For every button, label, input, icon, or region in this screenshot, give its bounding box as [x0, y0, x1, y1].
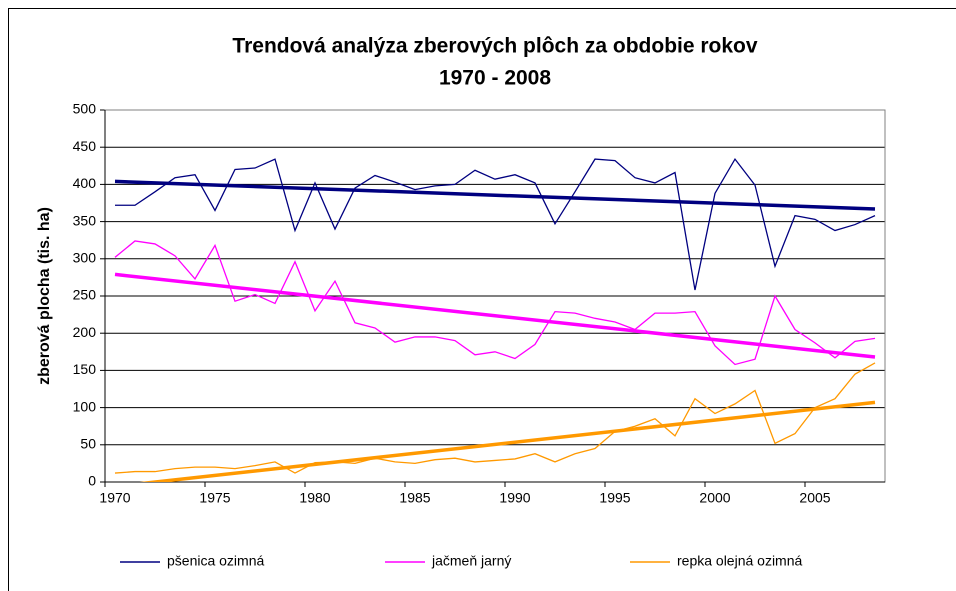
series-line [115, 157, 876, 291]
y-tick-label: 350 [73, 212, 97, 228]
x-tick-label: 2005 [799, 490, 830, 506]
chart-border [8, 8, 956, 591]
x-tick-label: 1980 [299, 490, 330, 506]
legend-label: jačmeň jarný [431, 553, 511, 569]
y-tick-label: 50 [80, 436, 96, 452]
y-tick-label: 500 [73, 101, 97, 117]
y-tick-label: 150 [73, 361, 97, 377]
trend-line [139, 400, 876, 482]
y-tick-label: 400 [73, 175, 97, 191]
y-tick-label: 200 [73, 324, 97, 340]
legend-label: repka olejná ozimná [677, 553, 803, 569]
trend-line [114, 179, 876, 211]
plot-area [114, 157, 876, 482]
y-tick-label: 0 [88, 473, 96, 489]
trend-line [114, 272, 876, 359]
x-tick-label: 1995 [599, 490, 630, 506]
chart-title: Trendová analýza zberových plôch za obdo… [232, 35, 757, 58]
y-tick-label: 250 [73, 287, 97, 303]
x-tick-label: 1975 [199, 490, 230, 506]
x-tick-label: 1985 [399, 490, 430, 506]
x-tick-label: 1990 [499, 490, 530, 506]
y-axis-label: zberová plocha (tis. ha) [36, 207, 53, 385]
y-tick-label: 300 [73, 250, 97, 266]
x-tick-label: 1970 [99, 490, 130, 506]
series-line [114, 362, 876, 474]
series-line [114, 240, 876, 366]
y-tick-label: 100 [73, 398, 97, 414]
chart-title: 1970 - 2008 [439, 67, 551, 90]
x-tick-label: 2000 [699, 490, 730, 506]
legend-label: pšenica ozimná [167, 553, 264, 569]
y-tick-label: 450 [73, 138, 97, 154]
